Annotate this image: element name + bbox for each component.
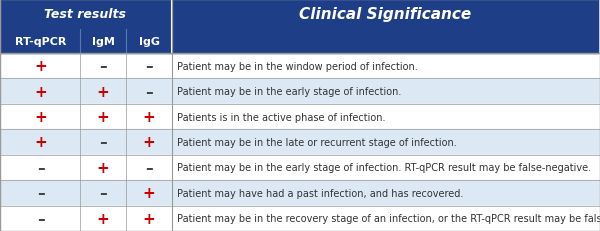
Bar	[0, 104, 600, 130]
Bar	[0, 54, 600, 79]
Text: +: +	[97, 211, 109, 226]
Bar	[172, 30, 598, 54]
Bar	[0, 155, 600, 180]
Text: –: –	[37, 211, 45, 226]
Bar	[0, 0, 170, 30]
Bar	[0, 79, 600, 104]
Text: –: –	[99, 59, 107, 74]
Text: Patient may have had a past infection, and has recovered.: Patient may have had a past infection, a…	[177, 188, 463, 198]
Text: RT-qPCR: RT-qPCR	[16, 37, 67, 47]
Text: Patient may be in the window period of infection.: Patient may be in the window period of i…	[177, 61, 418, 71]
Text: –: –	[37, 185, 45, 201]
Text: +: +	[143, 109, 155, 125]
Bar	[0, 206, 600, 231]
Bar	[172, 0, 598, 30]
Text: –: –	[99, 185, 107, 201]
Text: Patient may be in the late or recurrent stage of infection.: Patient may be in the late or recurrent …	[177, 137, 457, 147]
Text: +: +	[143, 135, 155, 150]
Text: Patient may be in the early stage of infection. RT-qPCR result may be false-nega: Patient may be in the early stage of inf…	[177, 163, 591, 173]
Text: +: +	[143, 211, 155, 226]
Text: IgM: IgM	[92, 37, 115, 47]
Text: Patient may be in the recovery stage of an infection, or the RT-qPCR result may : Patient may be in the recovery stage of …	[177, 213, 600, 223]
Text: +: +	[35, 109, 47, 125]
Text: +: +	[97, 160, 109, 175]
Text: IgG: IgG	[139, 37, 160, 47]
Text: +: +	[143, 185, 155, 201]
Text: Test results: Test results	[44, 9, 126, 21]
Text: –: –	[99, 135, 107, 150]
Text: –: –	[37, 160, 45, 175]
Text: –: –	[145, 59, 153, 74]
Bar	[170, 30, 172, 54]
Text: –: –	[145, 160, 153, 175]
Text: Patients is in the active phase of infection.: Patients is in the active phase of infec…	[177, 112, 386, 122]
Text: +: +	[35, 84, 47, 99]
Text: Clinical Significance: Clinical Significance	[299, 7, 471, 22]
Bar	[0, 130, 600, 155]
Text: –: –	[145, 84, 153, 99]
Text: +: +	[97, 84, 109, 99]
Text: Patient may be in the early stage of infection.: Patient may be in the early stage of inf…	[177, 87, 401, 97]
Bar	[0, 180, 600, 206]
Text: +: +	[35, 135, 47, 150]
Text: +: +	[35, 59, 47, 74]
Bar	[170, 0, 172, 30]
Text: +: +	[97, 109, 109, 125]
Bar	[0, 30, 170, 54]
